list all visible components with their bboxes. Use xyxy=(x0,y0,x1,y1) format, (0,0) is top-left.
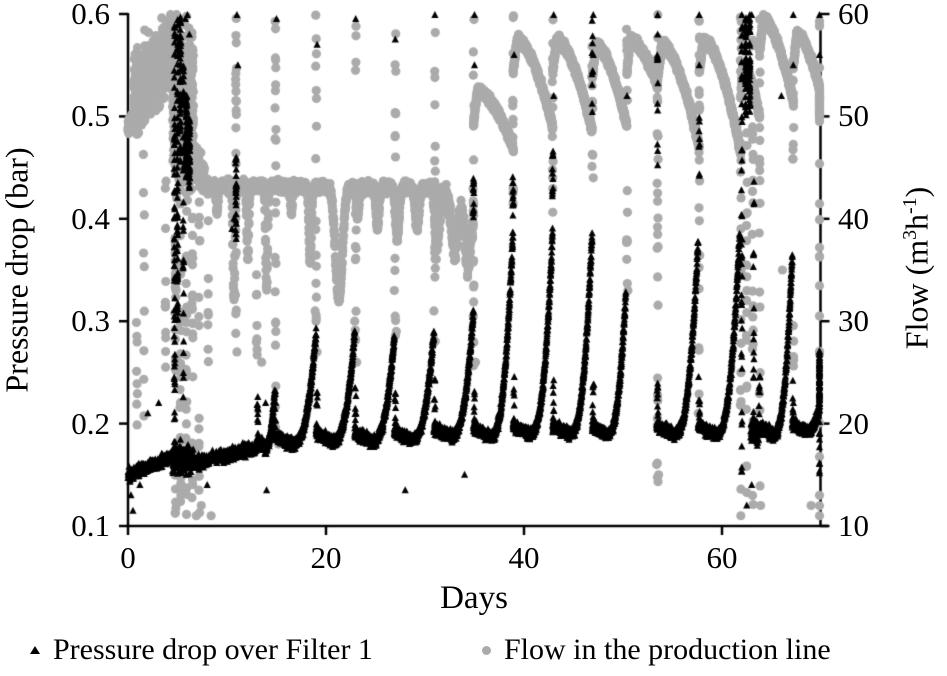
x-axis-title: Days xyxy=(440,580,508,616)
y-right-tick-20: 20 xyxy=(838,405,869,441)
x-tick-20: 20 xyxy=(310,540,342,575)
y-right-tick-30: 30 xyxy=(838,303,869,339)
y-left-tick-0.6: 0.6 xyxy=(71,0,110,31)
x-tick-40: 40 xyxy=(508,540,540,575)
y-right-tick-60: 60 xyxy=(838,0,869,31)
y-left-tick-0.4: 0.4 xyxy=(71,200,110,236)
legend-item-pressure-drop: Pressure drop over Filter 1 xyxy=(30,632,373,668)
y-left-tick-0.2: 0.2 xyxy=(71,405,110,441)
y-left-tick-0.1: 0.1 xyxy=(71,508,110,543)
legend-item-flow: Flow in the production line xyxy=(482,632,831,668)
legend-label-flow: Flow in the production line xyxy=(504,633,831,666)
triangle-marker-icon xyxy=(30,646,40,654)
x-tick-60: 60 xyxy=(706,540,738,575)
y-right-tick-50: 50 xyxy=(838,98,869,134)
legend-label-pressure: Pressure drop over Filter 1 xyxy=(53,633,373,666)
circle-marker-icon xyxy=(482,645,491,655)
x-tick-0: 0 xyxy=(120,540,136,575)
y-right-tick-40: 40 xyxy=(838,200,869,236)
y-left-tick-0.5: 0.5 xyxy=(71,98,110,134)
y-left-tick-0.3: 0.3 xyxy=(71,303,110,339)
y-axis-right-title: Flow (m3h-1) xyxy=(898,186,935,350)
y-right-tick-10: 10 xyxy=(838,508,869,543)
y-axis-left-title: Pressure drop (bar) xyxy=(0,147,35,393)
